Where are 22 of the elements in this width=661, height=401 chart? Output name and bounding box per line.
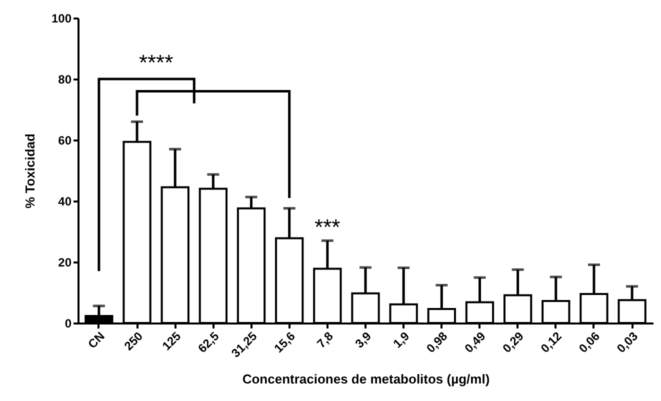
- y-tick-label: 0: [64, 316, 72, 330]
- x-tick-label: 125: [160, 328, 184, 354]
- y-tick-label: 100: [51, 12, 72, 26]
- y-tick-label: 40: [58, 194, 72, 208]
- x-tick-label: 0,12: [538, 328, 565, 356]
- y-tick-label: 60: [58, 134, 72, 148]
- x-tick-label: 0,06: [576, 328, 603, 356]
- x-tick-label: 0,49: [462, 328, 488, 356]
- x-tick-label: 0,03: [614, 328, 641, 356]
- annotation: ***: [314, 214, 341, 240]
- x-tick-label: CN: [85, 329, 108, 352]
- x-tick-label: 1,9: [390, 328, 412, 351]
- x-tick-label: 7,8: [314, 328, 336, 351]
- x-tick-label: 0,29: [500, 328, 527, 356]
- y-tick-label: 80: [58, 72, 72, 86]
- x-tick-label: 0,98: [424, 328, 450, 356]
- x-tick-label: 250: [121, 328, 146, 354]
- x-tick-label: 3,9: [352, 328, 374, 351]
- annotation: ****: [138, 50, 174, 75]
- y-axis-title: % Toxicidad: [22, 134, 38, 208]
- x-axis-title: Concentraciones de metabolitos (µg/ml): [242, 372, 490, 387]
- y-tick-label: 20: [58, 256, 72, 270]
